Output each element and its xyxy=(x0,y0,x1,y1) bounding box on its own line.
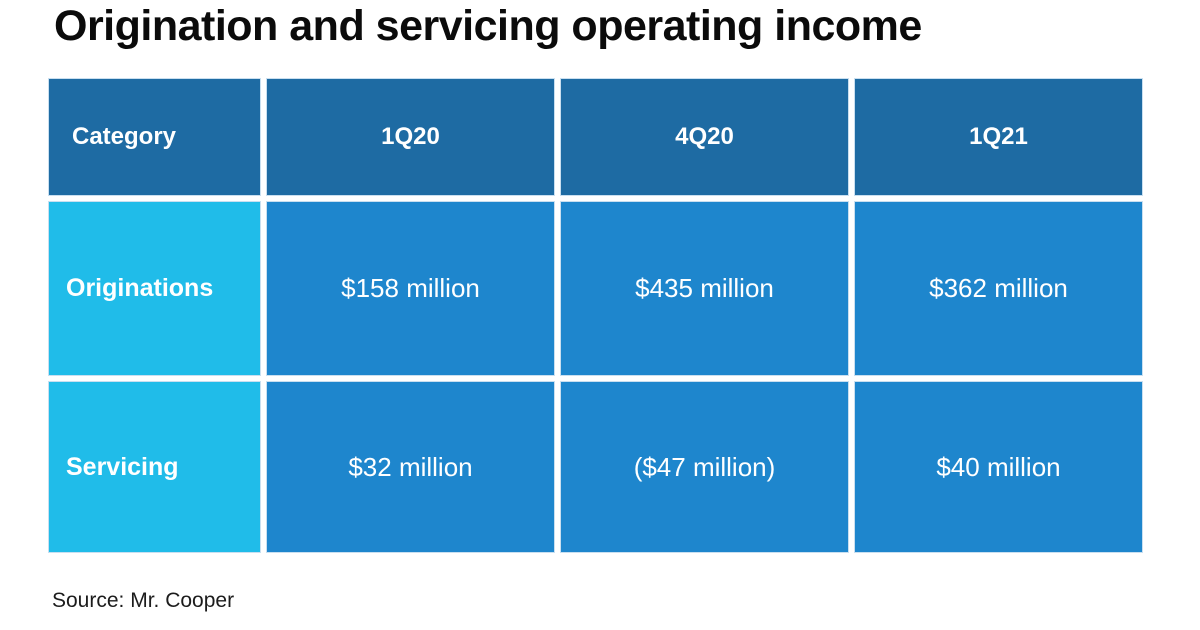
cell-originations-1q20: $158 million xyxy=(266,201,555,376)
data-table: Category 1Q20 4Q20 1Q21 Originations $15… xyxy=(48,78,1143,553)
cell-originations-4q20: $435 million xyxy=(560,201,849,376)
cell-servicing-1q20: $32 million xyxy=(266,381,555,553)
cell-servicing-4q20: ($47 million) xyxy=(560,381,849,553)
header-cell-1q20: 1Q20 xyxy=(266,78,555,196)
source-attribution: Source: Mr. Cooper xyxy=(52,589,235,612)
header-cell-4q20: 4Q20 xyxy=(560,78,849,196)
cell-originations-1q21: $362 million xyxy=(854,201,1143,376)
header-cell-category: Category xyxy=(48,78,261,196)
cell-servicing-1q21: $40 million xyxy=(854,381,1143,553)
header-cell-1q21: 1Q21 xyxy=(854,78,1143,196)
row-label-servicing: Servicing xyxy=(48,381,261,553)
row-label-originations: Originations xyxy=(48,201,261,376)
page-title: Origination and servicing operating inco… xyxy=(54,2,922,50)
